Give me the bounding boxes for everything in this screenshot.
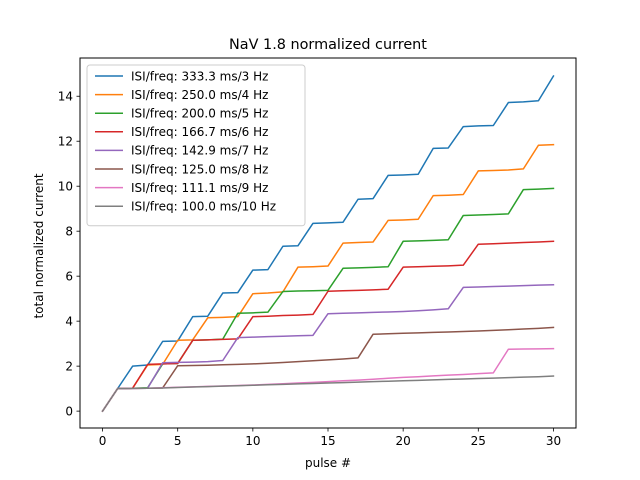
axes-frame — [79, 57, 577, 429]
y-tick-label: 8 — [65, 224, 73, 238]
x-axis: 0 5 10 15 20 25 30 — [99, 428, 561, 448]
legend: ISI/freq: 333.3 ms/3 Hz ISI/freq: 250.0 m… — [86, 64, 306, 227]
y-tick-label: 0 — [65, 404, 73, 418]
x-tick-label: 25 — [471, 434, 486, 448]
legend-entry: ISI/freq: 100.0 ms/10 Hz — [131, 200, 276, 214]
series-line-2 — [101, 143, 555, 413]
series-line-5 — [101, 283, 555, 413]
legend-entry: ISI/freq: 142.9 ms/7 Hz — [131, 144, 268, 158]
y-axis-label: total normalized current — [32, 173, 46, 318]
legend-entry: ISI/freq: 111.1 ms/9 Hz — [131, 181, 268, 195]
legend-entry: ISI/freq: 125.0 ms/8 Hz — [131, 162, 268, 176]
legend-box — [86, 64, 306, 227]
x-tick-label: 30 — [546, 434, 561, 448]
legend-entry: ISI/freq: 250.0 ms/4 Hz — [131, 88, 268, 102]
x-axis-label: pulse # — [305, 456, 351, 470]
x-tick-label: 15 — [320, 434, 335, 448]
series-line-6 — [101, 326, 555, 413]
y-tick-label: 2 — [65, 359, 73, 373]
y-axis: 0 2 4 6 8 10 12 14 — [58, 90, 80, 418]
legend-entry: ISI/freq: 200.0 ms/5 Hz — [131, 107, 268, 121]
x-tick-label: 10 — [245, 434, 260, 448]
y-tick-label: 4 — [65, 314, 73, 328]
x-tick-label: 0 — [99, 434, 107, 448]
series-line-8 — [101, 375, 555, 413]
legend-entry: ISI/freq: 166.7 ms/6 Hz — [131, 125, 268, 139]
x-tick-label: 20 — [396, 434, 411, 448]
series-line-4 — [101, 240, 555, 413]
y-tick-label: 12 — [58, 135, 73, 149]
series-lines — [101, 74, 555, 413]
y-tick-label: 10 — [58, 180, 73, 194]
chart-title: NaV 1.8 normalized current — [229, 37, 427, 53]
legend-entry: ISI/freq: 333.3 ms/3 Hz — [131, 69, 268, 83]
x-tick-label: 5 — [174, 434, 182, 448]
y-tick-label: 14 — [58, 90, 73, 104]
y-tick-label: 6 — [65, 269, 73, 283]
